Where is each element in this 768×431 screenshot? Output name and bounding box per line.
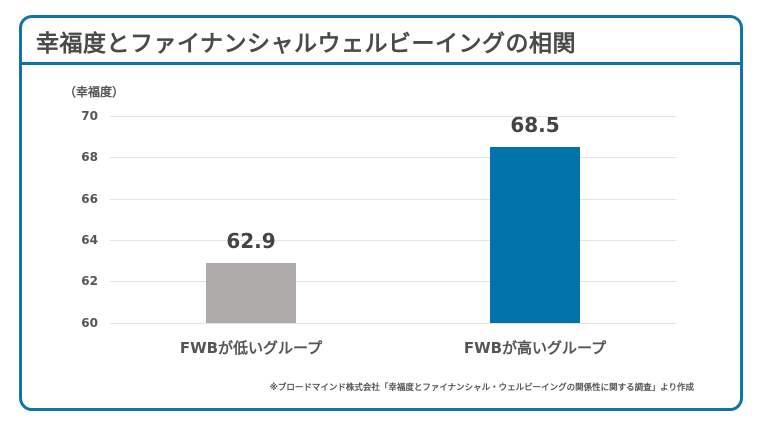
category-label-high: FWBが高いグループ <box>463 339 607 357</box>
value-label-low: 62.9 <box>226 228 276 253</box>
value-label-high: 68.5 <box>510 113 560 138</box>
gridline-62 <box>110 281 676 282</box>
chart-title: 幸福度とファイナンシャルウェルビーイングの相関 <box>36 31 577 57</box>
gridline-68 <box>110 157 676 158</box>
y-tick: 60 <box>81 316 98 330</box>
title-bar: 幸福度とファイナンシャルウェルビーイングの相関 <box>22 18 740 65</box>
y-tick: 70 <box>81 109 98 123</box>
source-note: ※ブロードマインド株式会社「幸福度とファイナンシャル・ウェルビーイングの関係性に… <box>269 383 694 393</box>
y-tick: 62 <box>81 274 98 288</box>
bar-low-fwb <box>206 262 296 323</box>
category-label-low: FWBが低いグループ <box>179 339 323 357</box>
gridline-64 <box>110 240 676 241</box>
chart-frame: 幸福度とファイナンシャルウェルビーイングの相関 <box>19 15 743 411</box>
gridline-60 <box>110 323 676 324</box>
y-tick: 66 <box>81 192 98 206</box>
gridline-66 <box>110 199 676 200</box>
bar-high-fwb <box>490 147 580 323</box>
y-tick: 68 <box>81 150 98 164</box>
gridline-70 <box>110 116 676 117</box>
y-tick: 64 <box>81 233 98 247</box>
y-axis-label: （幸福度） <box>64 85 125 99</box>
